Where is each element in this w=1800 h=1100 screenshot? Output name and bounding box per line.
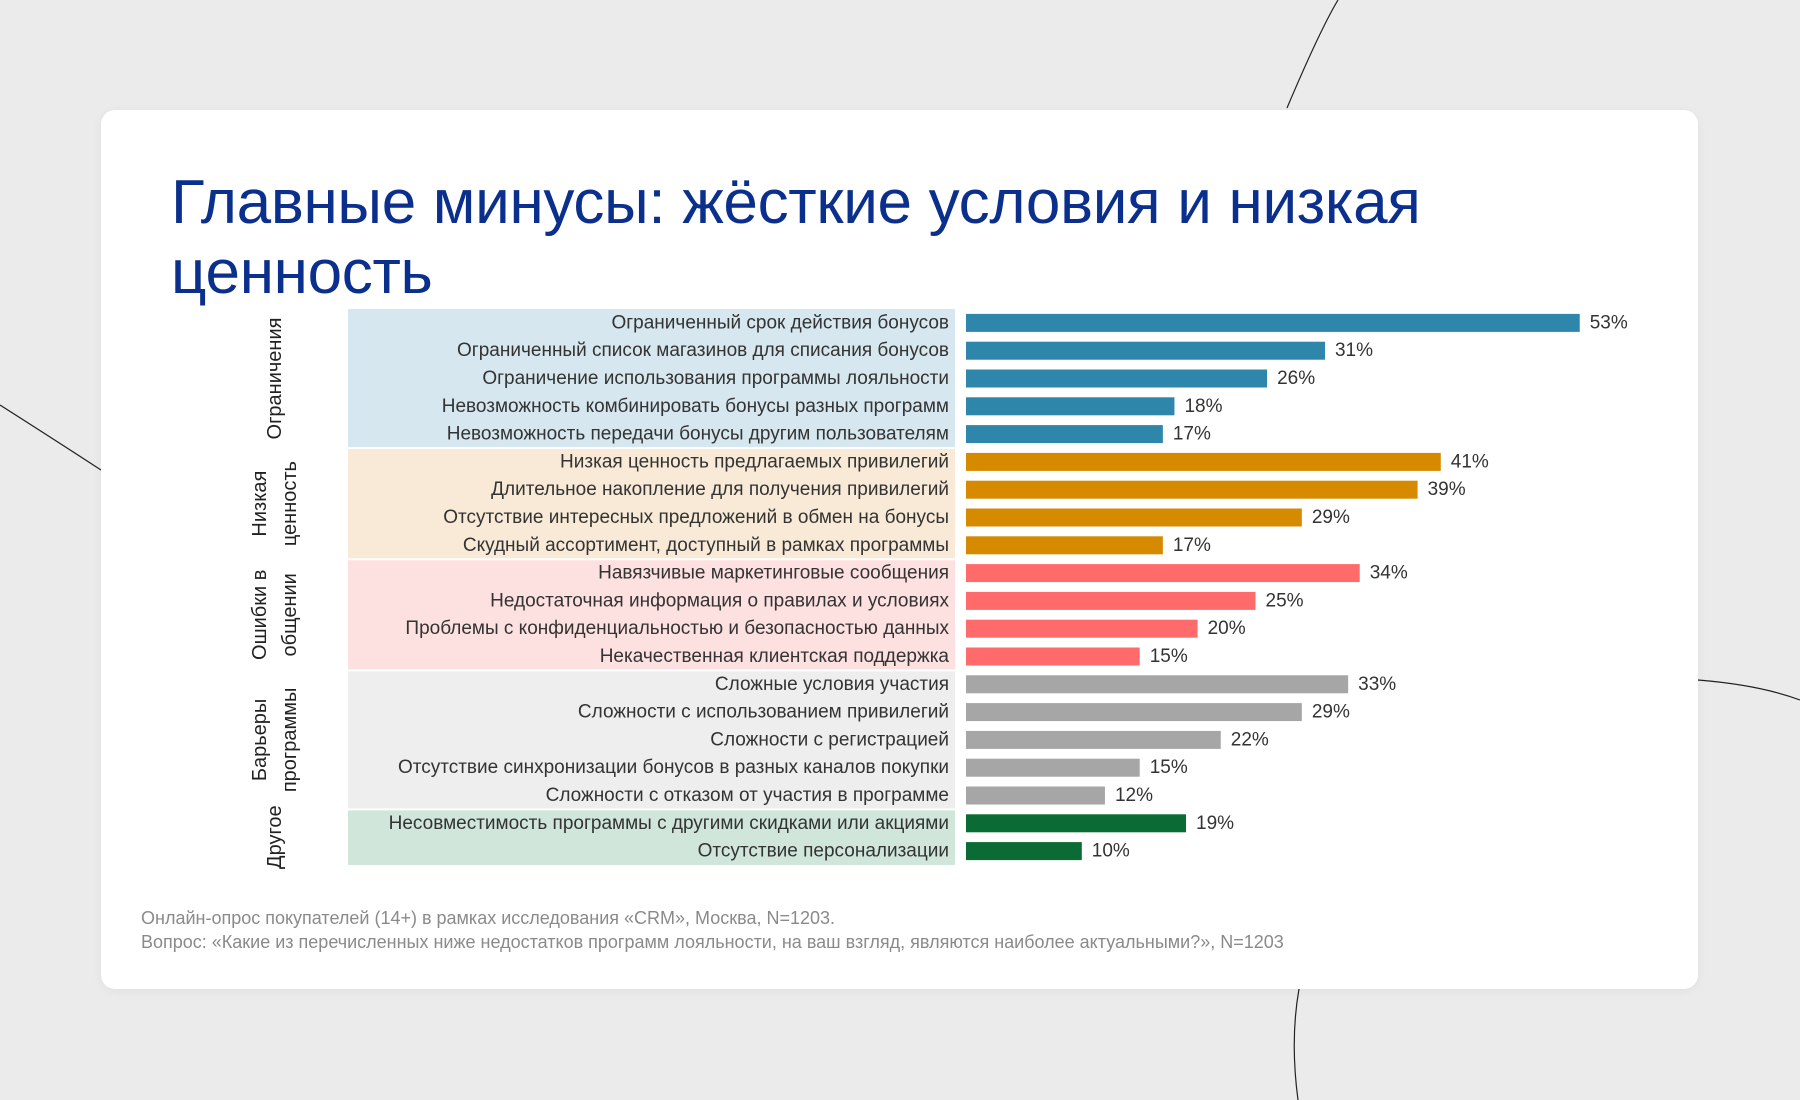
decor-curve-left — [0, 404, 102, 471]
group-band — [348, 559, 955, 671]
bar-value-label: 15% — [1150, 646, 1188, 667]
bar-value-label: 41% — [1451, 451, 1489, 472]
bar — [966, 842, 1082, 861]
row-label: Отсутствие персонализации — [698, 841, 949, 862]
bar — [966, 619, 1198, 638]
group-label: ценность — [279, 461, 301, 546]
group-label: общении — [279, 573, 301, 656]
row-label: Сложные условия участия — [715, 674, 949, 695]
row-label: Некачественная клиентская поддержка — [600, 646, 950, 667]
bar-value-label: 26% — [1277, 368, 1315, 389]
row-label: Низкая ценность предлагаемых привилегий — [560, 451, 949, 472]
group-band — [348, 309, 955, 448]
bar — [966, 313, 1580, 332]
bar-value-label: 34% — [1370, 563, 1408, 584]
decor-curve-top — [1286, 0, 1339, 109]
row-label: Недостаточная информация о правилах и ус… — [490, 590, 949, 611]
bar — [966, 508, 1302, 527]
bar-value-label: 15% — [1150, 757, 1188, 778]
bar-value-label: 25% — [1266, 590, 1304, 611]
row-label: Ограниченный список магазинов для списан… — [457, 340, 949, 361]
decor-curve-bottom — [1293, 988, 1300, 1100]
bar — [966, 564, 1360, 583]
group-label: Барьеры — [249, 699, 271, 781]
bar-value-label: 31% — [1335, 340, 1373, 361]
footnote: Онлайн-опрос покупателей (14+) в рамках … — [141, 906, 1641, 954]
bar — [966, 647, 1140, 666]
bar — [966, 591, 1256, 610]
bar-value-label: 22% — [1231, 729, 1269, 750]
bar — [966, 536, 1163, 555]
group-band — [348, 670, 955, 810]
bar-value-label: 17% — [1173, 424, 1211, 445]
row-label: Ограничение использования программы лоял… — [482, 368, 949, 389]
row-label: Сложности с использованием привилегий — [578, 702, 949, 723]
bar — [966, 341, 1325, 360]
bar-value-label: 12% — [1115, 785, 1153, 806]
bar-value-label: 10% — [1092, 841, 1130, 862]
bar — [966, 814, 1187, 833]
bar — [966, 397, 1175, 416]
bar-value-label: 39% — [1428, 479, 1466, 500]
bar-value-label: 19% — [1196, 813, 1234, 834]
bar — [966, 452, 1441, 471]
row-label: Навязчивые маркетинговые сообщения — [598, 563, 949, 584]
group-label: Низкая — [249, 471, 271, 537]
bar-value-label: 33% — [1358, 674, 1396, 695]
group-label: программы — [279, 688, 301, 793]
row-label: Сложности с отказом от участия в програм… — [546, 785, 949, 806]
row-label: Скудный ассортимент, доступный в рамках … — [463, 535, 949, 556]
footnote-line-1: Онлайн-опрос покупателей (14+) в рамках … — [141, 908, 836, 928]
decor-curve-right — [1697, 679, 1800, 701]
row-label: Длительное накопление для получения прив… — [491, 479, 949, 500]
bar-value-label: 29% — [1312, 702, 1350, 723]
row-label: Проблемы с конфиденциальностью и безопас… — [405, 618, 949, 639]
bar — [966, 425, 1163, 444]
row-label: Сложности с регистрацией — [710, 729, 949, 750]
bar-value-label: 20% — [1208, 618, 1246, 639]
bar — [966, 369, 1268, 388]
bar — [966, 786, 1105, 805]
row-label: Ограниченный срок действия бонусов — [611, 312, 949, 333]
row-label: Отсутствие синхронизации бонусов в разны… — [398, 757, 949, 778]
bar — [966, 730, 1221, 749]
bar — [966, 703, 1302, 722]
group-label: Ошибки в — [249, 570, 271, 660]
group-band — [348, 809, 955, 865]
bar — [966, 675, 1349, 694]
footnote-line-2: Вопрос: «Какие из перечисленных ниже нед… — [141, 932, 1284, 952]
row-label: Невозможность комбинировать бонусы разны… — [442, 396, 949, 417]
page-title: Главные минусы: жёсткие условия и низкая… — [171, 168, 1421, 307]
bar-value-label: 17% — [1173, 535, 1211, 556]
group-band — [348, 448, 955, 560]
bar-value-label: 18% — [1184, 396, 1222, 417]
bar-value-label: 53% — [1590, 312, 1628, 333]
group-label: Другое — [264, 805, 286, 869]
bar — [966, 758, 1140, 777]
bar — [966, 480, 1418, 499]
row-label: Отсутствие интересных предложений в обме… — [443, 507, 949, 528]
row-label: Невозможность передачи бонусы другим пол… — [447, 424, 949, 445]
bar-value-label: 29% — [1312, 507, 1350, 528]
row-label: Несовместимость программы с другими скид… — [389, 813, 949, 834]
group-label: Ограничения — [264, 318, 286, 440]
